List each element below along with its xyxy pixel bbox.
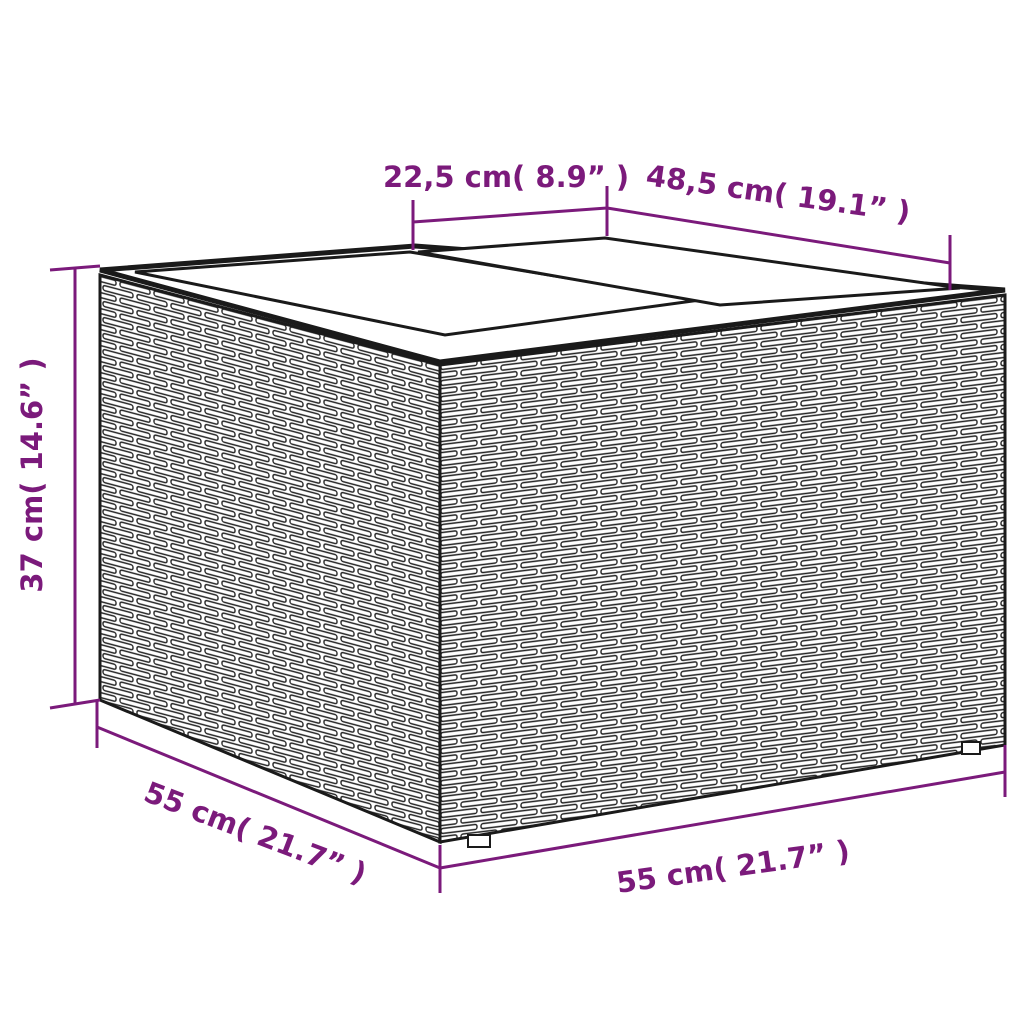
top-depth-label: 48,5 cm( 19.1” ) <box>644 158 913 229</box>
front-face <box>438 293 1007 844</box>
front-width-label: 55 cm( 21.7” ) <box>614 834 852 900</box>
height-label: 37 cm( 14.6” ) <box>15 357 49 592</box>
foot-front <box>467 834 491 848</box>
top-panel-width-label: 22,5 cm( 8.9” ) <box>383 160 629 194</box>
left-face <box>98 273 442 845</box>
foot-right <box>961 741 981 755</box>
glass-top-right <box>417 236 961 307</box>
dimension-lines <box>49 186 1007 893</box>
rattan-box <box>98 236 1007 848</box>
